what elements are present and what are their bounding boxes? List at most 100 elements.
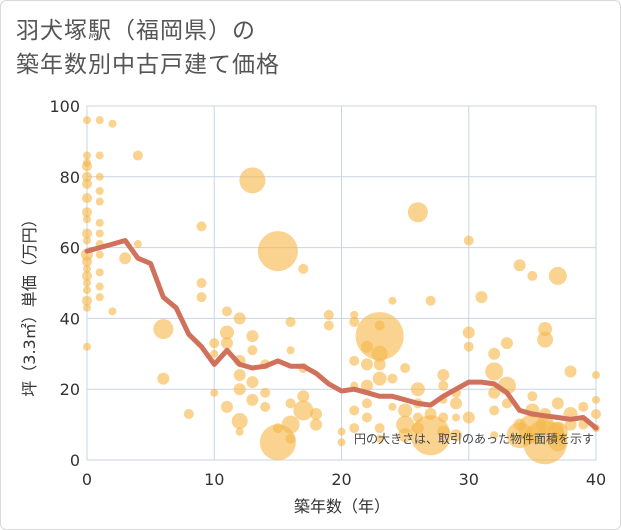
- data-point: [272, 423, 283, 434]
- data-point: [551, 397, 564, 410]
- data-point: [95, 197, 104, 206]
- data-point: [196, 221, 207, 232]
- data-point: [108, 307, 117, 316]
- data-point: [400, 362, 411, 373]
- data-point: [501, 398, 512, 409]
- data-point: [548, 266, 567, 285]
- data-point: [95, 229, 104, 238]
- data-point: [82, 256, 92, 267]
- data-point: [490, 431, 499, 440]
- x-tick-label: 20: [331, 470, 351, 489]
- y-tick-label: 40: [60, 309, 80, 328]
- data-point: [411, 422, 424, 435]
- data-point: [83, 158, 91, 167]
- data-point: [233, 369, 246, 382]
- data-point: [310, 407, 323, 420]
- data-point: [537, 331, 554, 348]
- data-point: [83, 303, 91, 312]
- data-point: [578, 401, 589, 412]
- data-point: [475, 291, 488, 304]
- data-point: [82, 207, 92, 218]
- y-axis-label: 坪（3.3㎡）単価（万円）: [20, 211, 39, 396]
- title-line-1: 羽犬塚駅（福岡県）の: [16, 18, 256, 44]
- data-point: [82, 270, 92, 281]
- data-point: [551, 422, 564, 435]
- data-point: [407, 202, 428, 223]
- data-point: [489, 405, 500, 416]
- data-point: [360, 358, 373, 371]
- data-point: [247, 345, 258, 356]
- data-point: [488, 347, 501, 360]
- data-point: [83, 236, 91, 245]
- data-point: [349, 355, 360, 366]
- data-point: [564, 418, 577, 431]
- data-point: [95, 250, 104, 259]
- data-point: [260, 401, 271, 412]
- size-note: 円の大きさは、取引のあった物件面積を示す: [354, 431, 594, 446]
- data-point: [239, 167, 266, 194]
- data-point: [488, 386, 501, 399]
- data-point: [108, 119, 117, 128]
- data-point: [83, 116, 91, 125]
- data-point: [349, 316, 360, 327]
- data-point: [388, 402, 397, 411]
- data-point: [310, 418, 323, 431]
- data-point: [527, 270, 538, 281]
- data-point: [246, 376, 259, 389]
- data-point: [527, 391, 538, 402]
- trend-line: [84, 238, 599, 431]
- data-point: [293, 400, 314, 421]
- data-point: [133, 240, 142, 249]
- data-point: [285, 316, 296, 327]
- data-point: [349, 405, 360, 416]
- data-point: [82, 171, 92, 182]
- y-tick-label: 20: [60, 380, 80, 399]
- data-point: [462, 326, 475, 339]
- data-point: [437, 369, 450, 382]
- data-point: [233, 312, 246, 325]
- data-point: [83, 151, 91, 160]
- data-point: [183, 408, 194, 419]
- data-point: [388, 296, 397, 305]
- data-point: [95, 218, 104, 227]
- data-point: [425, 295, 436, 306]
- data-point: [83, 342, 91, 351]
- data-point: [209, 338, 220, 349]
- data-point: [233, 383, 246, 396]
- data-point: [398, 403, 413, 418]
- data-point: [438, 380, 449, 391]
- data-point: [349, 423, 360, 434]
- data-point: [438, 412, 449, 423]
- data-point: [246, 393, 259, 406]
- data-point: [323, 309, 334, 320]
- data-point: [462, 411, 475, 424]
- data-point: [210, 349, 219, 358]
- data-point: [323, 320, 334, 331]
- data-point: [398, 428, 413, 443]
- data-point: [450, 397, 463, 410]
- data-point: [95, 172, 104, 181]
- data-point: [375, 434, 384, 443]
- data-point: [485, 362, 504, 381]
- data-point: [153, 319, 174, 340]
- data-point: [82, 228, 92, 239]
- data-point: [83, 215, 91, 224]
- x-tick-label: 10: [204, 470, 224, 489]
- data-point: [210, 388, 219, 397]
- y-tick-label: 100: [49, 97, 80, 116]
- data-point: [231, 413, 248, 430]
- data-point: [95, 268, 104, 277]
- data-point: [119, 252, 132, 265]
- data-point: [463, 341, 474, 352]
- data-point: [82, 178, 92, 189]
- y-tick-label: 60: [60, 239, 80, 258]
- data-point: [424, 407, 437, 420]
- data-point: [196, 292, 207, 303]
- title-line-2: 築年数別中古戸建て価格: [16, 52, 280, 78]
- data-point: [437, 425, 450, 438]
- data-point: [371, 345, 388, 362]
- y-tick-label: 0: [70, 451, 80, 470]
- data-point: [285, 398, 296, 409]
- data-point: [513, 418, 526, 431]
- x-tick-label: 0: [82, 470, 92, 489]
